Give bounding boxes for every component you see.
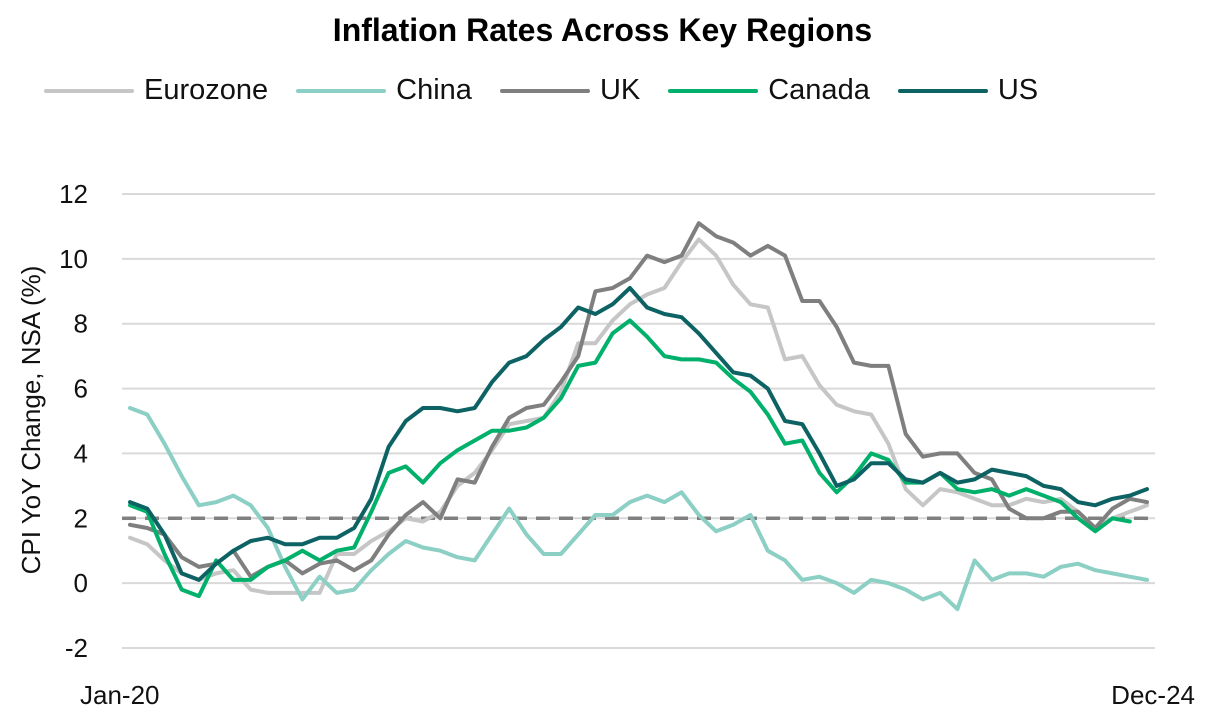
legend-label-uk: UK [599, 74, 641, 106]
legend-swatch-china [296, 88, 387, 93]
legend-label-canada: Canada [768, 74, 870, 106]
y-axis-title: CPI YoY Change, NSA (%) [16, 266, 46, 575]
y-tick-label: 10 [59, 244, 88, 274]
legend-item-eurozone: Eurozone [44, 74, 268, 107]
series-line-us [128, 286, 1149, 582]
series-lines [128, 221, 1149, 612]
y-tick-label: 6 [74, 374, 88, 404]
legend-label-china: China [396, 74, 472, 106]
grid-lines [122, 193, 1155, 649]
series-line-china [128, 406, 1149, 612]
y-tick-label: 4 [74, 438, 88, 468]
series-line-uk [128, 221, 1149, 579]
legend-swatch-eurozone [44, 88, 134, 93]
legend-label-eurozone: Eurozone [144, 74, 269, 106]
legend-swatch-us [897, 88, 988, 93]
y-tick-label: 12 [59, 179, 88, 209]
legend-item-china: China [296, 74, 472, 107]
legend-item-uk: UK [499, 74, 641, 107]
legend-item-us: US [897, 74, 1039, 107]
legend-label-us: US [997, 74, 1039, 106]
chart-legend: Eurozone China UK Canada US [44, 74, 1066, 107]
series-line-eurozone [128, 237, 1149, 595]
x-tick-label-start: Jan-20 [80, 680, 160, 710]
legend-swatch-uk [499, 88, 590, 93]
y-tick-label: 0 [74, 568, 88, 598]
legend-swatch-canada [668, 88, 759, 93]
x-tick-label-end: Dec-24 [1111, 680, 1195, 710]
y-tick-label: 8 [74, 309, 88, 339]
series-line-canada [128, 318, 1132, 599]
y-tick-labels: -2 0 2 4 6 8 10 12 [59, 179, 88, 663]
legend-item-canada: Canada [668, 74, 870, 107]
chart-title: Inflation Rates Across Key Regions [332, 12, 873, 48]
x-tick-labels: Jan-20 Dec-24 [80, 680, 1195, 710]
y-tick-label: -2 [65, 633, 88, 663]
y-tick-label: 2 [74, 503, 88, 533]
